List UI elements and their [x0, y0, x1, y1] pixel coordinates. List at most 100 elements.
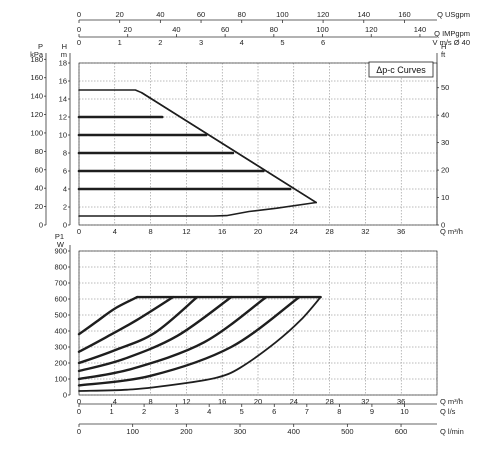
flow-tick-label: 100: [126, 427, 139, 436]
w-axis-unit: W: [57, 240, 65, 249]
w-axis-unit: P1: [55, 232, 64, 241]
h-axis-unit: H: [62, 42, 67, 51]
flow-tick-label: 100: [316, 25, 329, 34]
max-envelope-line: [140, 91, 317, 204]
power-curve: [77, 295, 199, 365]
bottom-curves: [77, 295, 322, 392]
flow-tick-label: 20: [116, 10, 124, 19]
flow-tick-label: 100: [276, 10, 289, 19]
x-tick-label: 12: [182, 397, 190, 406]
power-curve: [77, 295, 268, 381]
x-tick-label: 16: [218, 227, 226, 236]
flow-tick-label: 140: [358, 10, 371, 19]
flow-tick-label: 9: [370, 407, 374, 416]
flow-tick-label: 3: [199, 38, 203, 47]
flow-tick-label: 2: [142, 407, 146, 416]
flow-tick-label: 4: [207, 407, 211, 416]
x-tick-label: 28: [325, 397, 333, 406]
x-tick-label: 24: [290, 227, 298, 236]
ft-tick-label: 40: [441, 111, 449, 120]
flow-tick-label: 20: [124, 25, 132, 34]
w-tick-label: 200: [54, 359, 67, 368]
ft-axis-unit: ft: [441, 50, 446, 59]
x-axis-unit: Q m³/h: [440, 397, 463, 406]
h-tick-label: 0: [63, 221, 67, 230]
flow-tick-label: 8: [337, 407, 341, 416]
flow-tick-label: 7: [305, 407, 309, 416]
top-flow-axis: 0 20 40 60 80 100 120 140 Q IMPgpm: [77, 25, 470, 38]
flow-tick-label: 1: [109, 407, 113, 416]
flow-tick-label: 500: [341, 427, 354, 436]
flow-axis-unit: V m/s Ø 40: [432, 38, 470, 47]
flow-tick-label: 400: [287, 427, 300, 436]
h-tick-label: 6: [63, 167, 67, 176]
flow-tick-label: 0: [77, 38, 81, 47]
top-curves: [77, 89, 317, 217]
kpa-tick-label: 160: [30, 73, 43, 82]
flow-tick-label: 5: [240, 407, 244, 416]
flow-tick-label: 4: [240, 38, 244, 47]
kpa-axis-unit: P: [38, 42, 43, 51]
x-axis-unit: Q m³/h: [440, 227, 463, 236]
ft-tick-label: 20: [441, 166, 449, 175]
kpa-axis-unit: kPa: [30, 50, 44, 59]
flow-tick-label: 5: [280, 38, 284, 47]
w-tick-label: 0: [63, 391, 67, 400]
flow-axis-unit: Q l/s: [440, 407, 456, 416]
kpa-tick-label: 0: [39, 221, 43, 230]
flow-tick-label: 140: [414, 25, 427, 34]
flow-axis-unit: Q USgpm: [437, 10, 470, 19]
h-axis-unit: m: [61, 50, 67, 59]
ft-tick-label: 30: [441, 138, 449, 147]
flow-tick-label: 60: [221, 25, 229, 34]
power-curve: [77, 295, 175, 353]
kpa-tick-label: 60: [35, 165, 43, 174]
flow-tick-label: 10: [400, 407, 408, 416]
top-flow-axis: 0 1 2 3 4 5 6 V m/s Ø 40: [77, 38, 470, 47]
kpa-tick-label: 120: [30, 110, 43, 119]
w-tick-label: 800: [54, 263, 67, 272]
kpa-tick-label: 140: [30, 92, 43, 101]
flow-tick-label: 160: [398, 10, 411, 19]
flow-tick-label: 200: [180, 427, 193, 436]
h-tick-label: 18: [59, 59, 67, 68]
flow-tick-label: 0: [77, 10, 81, 19]
x-tick-label: 32: [361, 397, 369, 406]
power-curve: [78, 296, 322, 392]
bottom-flow-axis: 0 100 200 300 400 500 600 Q l/min: [77, 423, 464, 436]
flow-tick-label: 80: [270, 25, 278, 34]
ft-tick-label: 0: [441, 221, 445, 230]
power-curve: [77, 295, 233, 373]
legend: Δp-c Curves: [368, 61, 434, 78]
h-tick-label: 10: [59, 131, 67, 140]
head-curve: [78, 201, 317, 217]
x-tick-label: 0: [77, 227, 81, 236]
w-tick-label: 500: [54, 311, 67, 320]
kpa-tick-label: 40: [35, 184, 43, 193]
flow-tick-label: 120: [365, 25, 378, 34]
flow-tick-label: 0: [77, 25, 81, 34]
head-curve: [78, 89, 317, 204]
h-tick-label: 16: [59, 77, 67, 86]
x-tick-label: 24: [290, 397, 298, 406]
w-tick-label: 100: [54, 375, 67, 384]
flow-axis-unit: Q IMPgpm: [434, 29, 470, 38]
w-tick-label: 300: [54, 343, 67, 352]
h-tick-label: 8: [63, 149, 67, 158]
w-tick-label: 900: [54, 247, 67, 256]
top-flow-axis: 0 20 40 60 80 100 120 140 160 Q USgpm: [77, 10, 470, 23]
x-tick-label: 8: [149, 227, 153, 236]
x-tick-label: 28: [325, 227, 333, 236]
x-tick-label: 12: [182, 227, 190, 236]
ft-axis-unit: H: [441, 42, 446, 51]
w-tick-label: 400: [54, 327, 67, 336]
flow-tick-label: 2: [158, 38, 162, 47]
kpa-tick-label: 100: [30, 128, 43, 137]
flow-tick-label: 6: [321, 38, 325, 47]
x-tick-label: 36: [397, 227, 405, 236]
flow-tick-label: 3: [175, 407, 179, 416]
legend-box: [368, 61, 434, 78]
flow-tick-label: 120: [317, 10, 330, 19]
